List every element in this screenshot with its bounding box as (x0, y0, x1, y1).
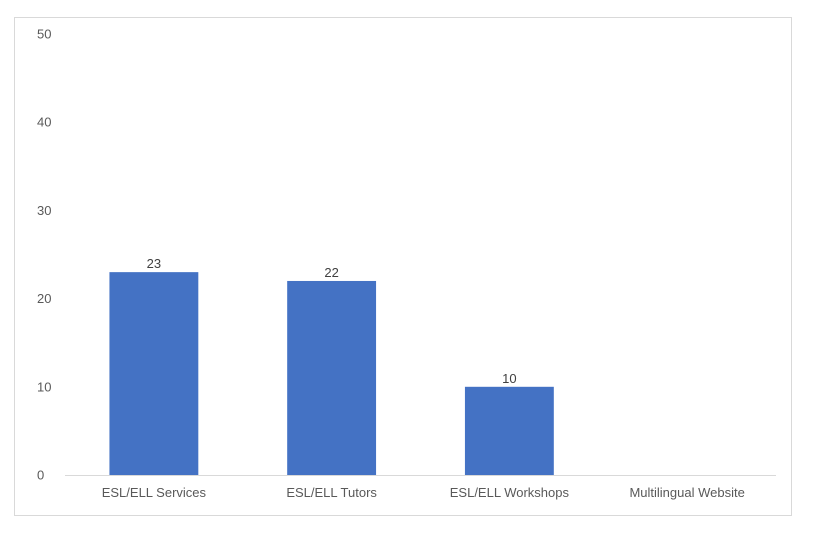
bar-value-label: 22 (324, 265, 338, 280)
y-tick-label: 0 (37, 468, 44, 483)
x-category-label: ESL/ELL Services (102, 485, 207, 500)
y-tick-label: 20 (37, 291, 51, 306)
x-category-label: ESL/ELL Workshops (450, 485, 570, 500)
bar-value-label: 10 (502, 371, 516, 386)
y-tick-label: 50 (37, 27, 51, 42)
y-tick-label: 30 (37, 203, 51, 218)
x-axis-labels: ESL/ELL Services ESL/ELL Tutors ESL/ELL Wo… (102, 485, 745, 500)
bar (287, 280, 377, 475)
bars (109, 272, 554, 475)
x-category-label: Multilingual Website (629, 485, 744, 500)
bar (109, 272, 199, 475)
y-axis-ticks: 0 10 20 30 40 50 (37, 27, 51, 483)
y-tick-label: 10 (37, 379, 51, 394)
data-labels: 23 22 10 (147, 256, 517, 386)
x-category-label: ESL/ELL Tutors (286, 485, 377, 500)
bar (464, 386, 554, 475)
y-tick-label: 40 (37, 115, 51, 130)
bar-value-label: 23 (147, 256, 161, 271)
